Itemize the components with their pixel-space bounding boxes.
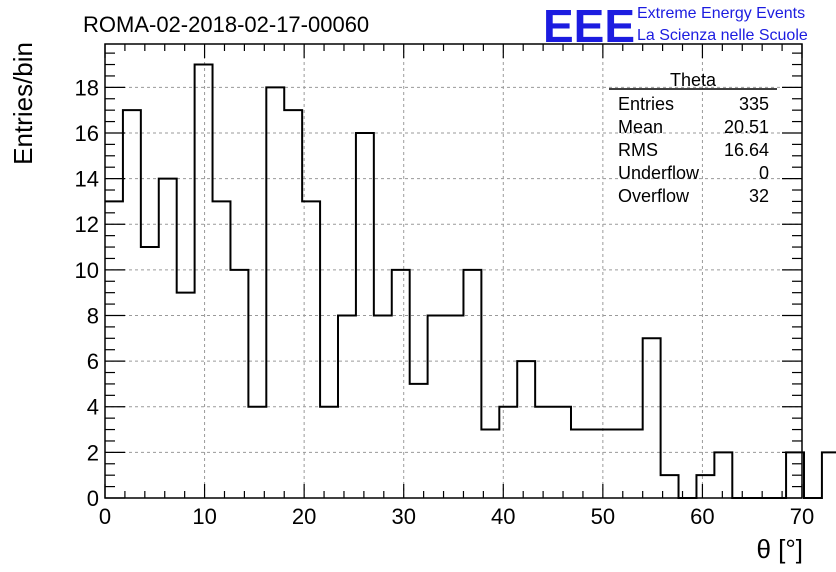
stats-label: Overflow (618, 186, 690, 206)
y-tick-label: 4 (87, 395, 99, 420)
histogram-bar (714, 452, 732, 498)
x-axis-label: θ [°] (756, 534, 803, 564)
stats-value: 32 (749, 186, 769, 206)
histogram-bar (302, 201, 320, 498)
logo-line-2: La Scienza nelle Scuole (637, 27, 808, 44)
chart-title: ROMA-02-2018-02-17-00060 (83, 12, 369, 37)
histogram-bar (822, 452, 836, 498)
plot-frame (104, 43, 803, 499)
axis-ticks (104, 44, 803, 499)
y-tick-label: 2 (87, 440, 99, 465)
histogram-bar (571, 430, 589, 498)
y-tick-label: 18 (75, 75, 99, 100)
histogram-bar (284, 110, 302, 498)
stats-value: 20.51 (724, 117, 769, 137)
histogram-bar (481, 430, 499, 498)
stats-box: Theta Entries 335 Mean 20.51 RMS 16.64 Underfl… (609, 70, 777, 206)
histogram-bar (410, 384, 428, 498)
histogram-bar (159, 179, 177, 498)
histogram-bar (230, 270, 248, 498)
logo-line-1: Extreme Energy Events (637, 5, 805, 22)
histogram-bar (195, 65, 213, 498)
stats-label: Entries (618, 94, 674, 114)
y-tick-label: 0 (87, 486, 99, 511)
y-tick-label: 16 (75, 121, 99, 146)
histogram-bar (607, 430, 625, 498)
x-tick-label: 60 (690, 504, 714, 529)
histogram-bar (266, 87, 284, 498)
eee-logo: EEE Extreme Energy Events La Scienza nel… (543, 0, 808, 52)
y-tick-label: 10 (75, 258, 99, 283)
x-tick-label: 0 (99, 504, 111, 529)
x-tick-label: 20 (292, 504, 316, 529)
y-tick-labels: 0 2 4 6 8 10 12 14 16 18 (75, 75, 99, 511)
x-tick-label: 30 (391, 504, 415, 529)
histogram-bar (696, 475, 714, 498)
x-tick-label: 50 (591, 504, 615, 529)
histogram-outline (105, 63, 836, 499)
histogram-bar (123, 110, 141, 498)
x-tick-label: 70 (790, 504, 814, 529)
x-tick-label: 40 (491, 504, 515, 529)
y-tick-label: 14 (75, 167, 99, 192)
histogram-bar (625, 430, 643, 498)
stats-value: 16.64 (724, 140, 769, 160)
stats-value: 335 (739, 94, 769, 114)
y-tick-label: 12 (75, 212, 99, 237)
histogram-bar (141, 247, 159, 498)
x-tick-label: 10 (192, 504, 216, 529)
histogram-bar (643, 338, 661, 498)
histogram-bar (589, 430, 607, 498)
y-axis-label: Entries/bin (8, 42, 38, 165)
histogram-bar (463, 270, 481, 498)
x-tick-labels: 0 10 20 30 40 50 60 70 (99, 504, 814, 529)
histogram-bar (177, 293, 195, 498)
stats-name: Theta (670, 70, 717, 90)
stats-rows: Entries 335 Mean 20.51 RMS 16.64 Underflow 0 Ove… (618, 94, 769, 206)
histogram-bar (517, 361, 535, 498)
stats-label: Underflow (618, 163, 700, 183)
histogram-bar (661, 475, 679, 498)
grid-lines (105, 44, 802, 498)
histogram-bar (213, 201, 231, 498)
stats-value: 0 (759, 163, 769, 183)
y-tick-label: 6 (87, 349, 99, 374)
histogram-bar (392, 270, 410, 498)
y-tick-label: 8 (87, 303, 99, 328)
stats-label: Mean (618, 117, 663, 137)
stats-label: RMS (618, 140, 658, 160)
